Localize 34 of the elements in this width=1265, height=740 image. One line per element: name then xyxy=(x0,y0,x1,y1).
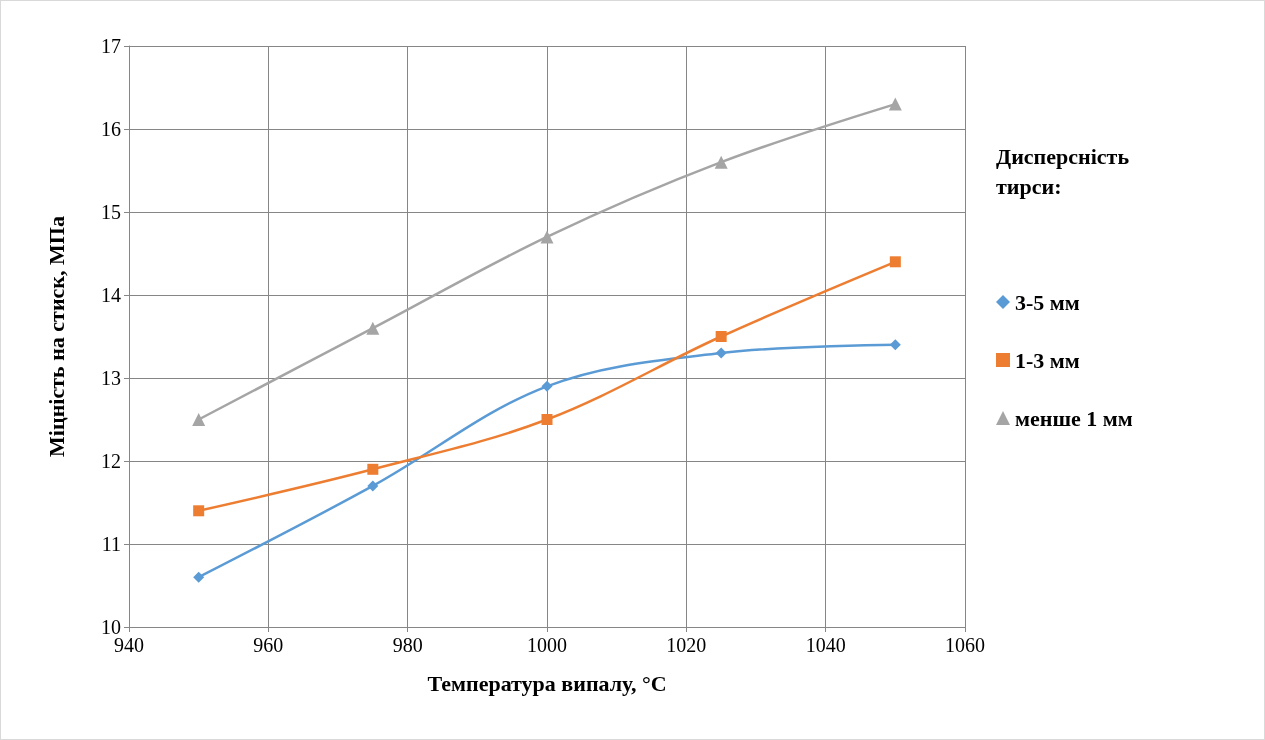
point xyxy=(715,331,727,342)
y-tick-label: 17 xyxy=(101,35,121,57)
y-tick-label: 16 xyxy=(101,118,121,140)
point xyxy=(889,339,901,351)
legend-label: 3-5 мм xyxy=(1015,289,1080,315)
point xyxy=(193,571,205,583)
y-axis-title: Міцність на стиск, МПа xyxy=(43,216,69,457)
legend-label: 1-3 мм xyxy=(1015,347,1080,373)
point xyxy=(541,414,553,425)
point xyxy=(192,413,206,426)
y-tick-label: 14 xyxy=(101,284,121,306)
x-tick-label: 980 xyxy=(392,634,423,656)
point xyxy=(367,480,379,492)
x-tick-label: 1060 xyxy=(945,634,985,656)
point xyxy=(541,380,553,392)
y-tick-label: 12 xyxy=(101,450,121,472)
legend-title: Дисперсність тирси: xyxy=(996,143,1130,199)
x-axis-title: Температура випалу, °C xyxy=(427,670,667,696)
legend-label: менше 1 мм xyxy=(1015,405,1133,431)
point xyxy=(540,230,554,244)
point xyxy=(888,97,902,111)
y-tick-label: 11 xyxy=(101,533,121,555)
point xyxy=(367,463,379,475)
point xyxy=(366,321,380,335)
y-tick-label: 13 xyxy=(101,367,121,389)
point xyxy=(889,256,901,268)
point xyxy=(193,505,205,517)
point xyxy=(714,155,728,169)
x-tick-label: 1000 xyxy=(527,634,567,656)
x-tick-label: 1020 xyxy=(666,634,707,656)
point xyxy=(715,347,727,359)
y-tick-label: 15 xyxy=(101,201,121,223)
x-tick-label: 960 xyxy=(253,634,284,656)
x-tick-label: 1040 xyxy=(805,634,846,656)
